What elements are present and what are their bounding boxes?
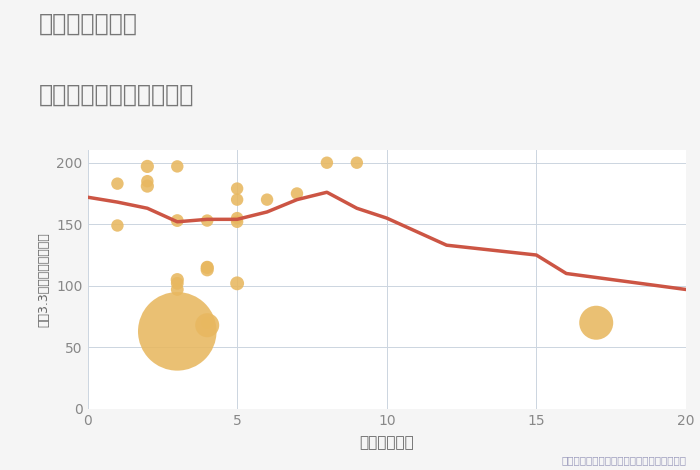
Point xyxy=(351,159,363,166)
Point xyxy=(172,163,183,170)
Point xyxy=(202,264,213,271)
Point xyxy=(232,280,243,287)
Point xyxy=(591,319,602,327)
Point xyxy=(141,163,153,170)
Point xyxy=(262,196,273,204)
Point xyxy=(172,217,183,224)
Text: 愛知県矢田駅の: 愛知県矢田駅の xyxy=(38,12,137,36)
Point xyxy=(232,196,243,204)
Point xyxy=(202,319,213,327)
Point xyxy=(172,276,183,283)
Point xyxy=(172,328,183,335)
Point xyxy=(172,286,183,293)
Point xyxy=(202,266,213,274)
Point xyxy=(141,177,153,185)
Point xyxy=(291,190,302,197)
Point xyxy=(202,264,213,271)
Text: 駅距離別中古戸建て価格: 駅距離別中古戸建て価格 xyxy=(38,82,194,106)
Point xyxy=(202,217,213,224)
Point xyxy=(232,218,243,226)
Point xyxy=(232,185,243,192)
Y-axis label: 坪（3.3㎡）単価（万円）: 坪（3.3㎡）単価（万円） xyxy=(38,232,50,327)
Point xyxy=(172,280,183,287)
X-axis label: 駅距離（分）: 駅距離（分） xyxy=(359,435,414,450)
Point xyxy=(202,321,213,329)
Point xyxy=(232,214,243,222)
Point xyxy=(112,222,123,229)
Point xyxy=(112,180,123,188)
Point xyxy=(141,182,153,190)
Point xyxy=(321,159,332,166)
Text: 円の大きさは、取引のあった物件面積を示す: 円の大きさは、取引のあった物件面積を示す xyxy=(561,455,686,465)
